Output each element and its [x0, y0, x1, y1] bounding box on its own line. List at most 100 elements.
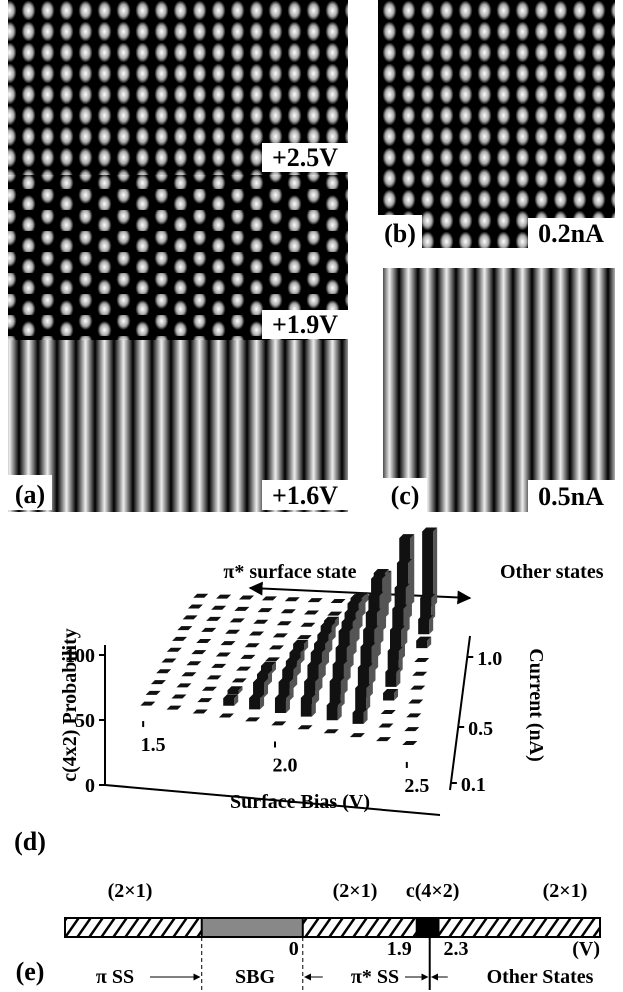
- bar-side: [268, 670, 273, 686]
- bar: [412, 671, 428, 676]
- bar: [383, 688, 399, 701]
- bar: [201, 686, 217, 691]
- bar: [410, 685, 426, 690]
- bar: [414, 657, 430, 662]
- bar: [227, 686, 243, 695]
- current-label: 0.2nA: [538, 219, 604, 248]
- z-tick-label: 50: [75, 710, 95, 732]
- phase-label: (2×1): [333, 880, 378, 902]
- stm-image: [378, 0, 615, 248]
- current-label: 0.5nA: [538, 482, 604, 511]
- phase-label: (2×1): [543, 880, 588, 902]
- bar: [323, 729, 339, 734]
- y-axis: [449, 635, 471, 791]
- bar: [220, 641, 236, 646]
- region-label: Other States: [487, 966, 594, 988]
- bar: [296, 635, 312, 640]
- panel-label: (a): [15, 480, 45, 509]
- bar: [150, 680, 166, 685]
- x-tick-label: 1.5: [141, 734, 166, 756]
- z-tick-label: 0: [85, 775, 95, 797]
- bar: [191, 650, 207, 655]
- bar-side: [300, 648, 305, 664]
- phase-label: (2×1): [108, 880, 153, 902]
- bar: [161, 658, 177, 663]
- y-tick-label: 0.5: [468, 718, 493, 740]
- tick-label: 0: [289, 938, 299, 960]
- bar-side: [264, 678, 269, 698]
- bar-side: [340, 677, 345, 708]
- bar: [404, 727, 420, 732]
- label-box: [378, 215, 422, 248]
- bar: [192, 709, 208, 714]
- bar: [272, 633, 288, 638]
- bar: [197, 698, 213, 703]
- label-box: [262, 480, 348, 510]
- region-label: SBG: [235, 966, 275, 988]
- bar: [193, 593, 209, 598]
- bar: [304, 610, 320, 615]
- bar: [181, 672, 197, 677]
- bar: [176, 683, 192, 688]
- bar: [216, 594, 232, 599]
- bar: [172, 636, 188, 641]
- bar: [171, 694, 187, 699]
- bar: [329, 677, 345, 708]
- bar: [211, 663, 227, 668]
- bar: [229, 618, 245, 623]
- bar-side: [366, 684, 371, 711]
- bar-side: [238, 686, 243, 695]
- bar: [378, 723, 394, 728]
- x-tick-label: 2.5: [404, 775, 429, 797]
- bar: [408, 699, 424, 704]
- z-axis-label: c(4x2) Probability: [59, 628, 81, 782]
- bar: [327, 611, 343, 616]
- stm-b: (b) 0.2nA: [378, 0, 615, 248]
- bar: [206, 675, 222, 680]
- bar: [240, 654, 256, 659]
- bias-label: +1.9V: [272, 310, 338, 339]
- bar-side: [363, 708, 368, 724]
- bar: [253, 678, 269, 698]
- stm-image: [383, 268, 615, 512]
- bar: [156, 669, 172, 674]
- bias-label: +1.6V: [272, 481, 338, 510]
- bar-side: [296, 657, 301, 677]
- bar: [145, 690, 161, 695]
- bar: [211, 605, 227, 610]
- bar-side: [433, 527, 438, 607]
- bar: [326, 701, 342, 721]
- bar-side: [337, 701, 342, 721]
- bar: [416, 636, 432, 649]
- bar: [218, 713, 234, 718]
- bar: [297, 725, 313, 730]
- bar: [239, 595, 255, 600]
- bar: [380, 710, 396, 715]
- bar: [349, 733, 365, 738]
- bar-side: [331, 621, 336, 641]
- bar: [215, 652, 231, 657]
- bar: [280, 609, 296, 614]
- bar-side: [234, 694, 239, 706]
- bar: [418, 615, 434, 635]
- bar: [420, 593, 436, 621]
- region-label: π SS: [96, 966, 134, 988]
- band-diagram: (e) 0 1.9 2.3 (V) (2×1) (2×1) c(4×2) (2×1) π SS S…: [16, 880, 601, 990]
- bar: [166, 647, 182, 652]
- bar: [201, 627, 217, 632]
- label-box: [528, 480, 615, 512]
- y-tick-label: 0.1: [461, 774, 486, 796]
- z-tick-label: 100: [65, 645, 95, 667]
- bar: [182, 615, 198, 620]
- y-axis-label: Current (nA): [525, 648, 547, 762]
- bar-side: [293, 665, 298, 689]
- bar-side: [394, 688, 399, 701]
- bar-side: [315, 677, 320, 705]
- bar: [406, 713, 422, 718]
- bar-side: [289, 677, 294, 701]
- bar: [352, 708, 368, 724]
- bar: [234, 606, 250, 611]
- tick-label: 1.9: [387, 938, 412, 960]
- bar: [249, 694, 265, 710]
